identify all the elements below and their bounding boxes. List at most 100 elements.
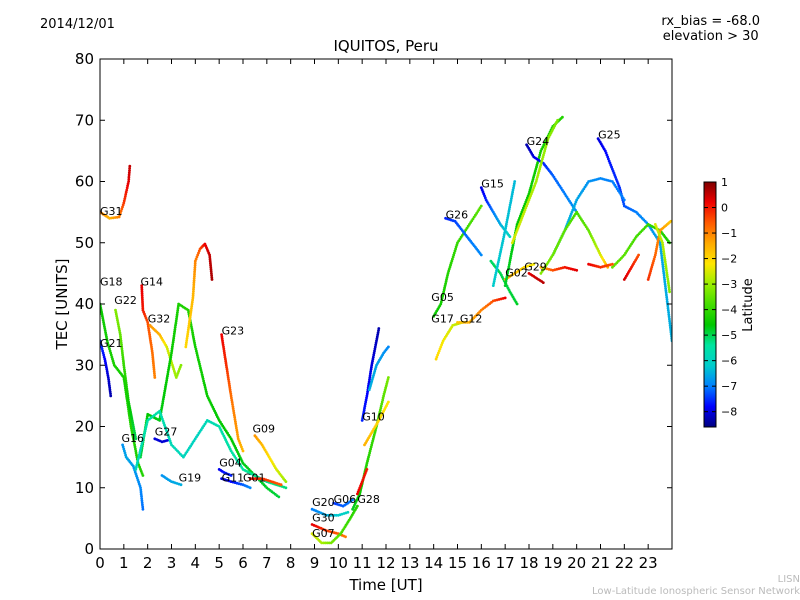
tec-point-g24b (536, 174, 540, 177)
tec-point-g28 (370, 443, 374, 447)
tec-point-g25h (668, 290, 671, 294)
tec-point-g14 (153, 372, 156, 375)
tec-point-g24b (531, 188, 535, 192)
tec-point-g06g (161, 400, 165, 403)
tec-point-g02g (535, 163, 539, 167)
tec-point-g31 (128, 169, 131, 173)
tec-point-g06g (173, 326, 177, 329)
tec-point-g16 (139, 488, 143, 492)
rx-bias-block: rx_bias = -68.0 elevation > 30 (661, 14, 760, 44)
tec-point-g02g (505, 273, 509, 277)
tec-point-g25g (655, 247, 658, 251)
tec-point-g18 (108, 347, 111, 351)
tec-point-g02g (534, 167, 538, 171)
x-tick-label: 13 (400, 554, 419, 572)
tec-point-g05 (451, 257, 454, 261)
tec-point-g23 (225, 367, 229, 371)
tec-point-g24b (518, 223, 521, 226)
tec-point-g15b (507, 212, 510, 215)
colorbar-tick-label: −2 (721, 253, 737, 266)
tec-point-g01 (254, 477, 258, 480)
tec-point-g06g (201, 377, 205, 381)
satellite-label-g10: G10 (362, 410, 385, 423)
tec-point-g05a (192, 283, 196, 287)
tec-point-g10b (387, 345, 390, 349)
tec-point-g18 (111, 357, 114, 361)
tec-point-g21 (103, 357, 107, 361)
tec-point-g02g (506, 269, 510, 273)
tec-point-g10 (362, 412, 365, 416)
tec-point-g21 (109, 394, 113, 398)
tec-point-g06g (171, 345, 174, 348)
tec-point-g14 (141, 304, 145, 308)
tec-point-g25h (663, 256, 666, 260)
tec-point-g28 (372, 433, 376, 437)
tec-point-g25h (662, 247, 665, 251)
satellite-label-g18: G18 (100, 276, 123, 289)
tec-point-g05 (445, 276, 449, 279)
tec-point-g25 (668, 321, 672, 325)
tec-point-g14 (141, 306, 145, 310)
tec-point-g12 (464, 321, 467, 324)
tec-point-g18 (141, 474, 145, 477)
tec-point-g21 (106, 372, 109, 375)
tec-point-g05a (186, 334, 189, 338)
tec-point-g10 (375, 339, 378, 343)
tec-point-g02g (528, 188, 532, 192)
tec-point-g28 (377, 412, 381, 416)
tec-point-g22 (122, 363, 126, 367)
tec-point-g15b (504, 227, 507, 230)
tec-point-g13c (142, 436, 145, 439)
tec-point-g14 (141, 308, 145, 312)
tec-point-g02g (509, 256, 512, 260)
tec-point-g16 (140, 499, 144, 502)
tec-point-g05a (190, 302, 194, 306)
tec-point-g13c (135, 461, 139, 465)
tec-point-g25h (663, 258, 667, 262)
tec-point-g02g (527, 192, 531, 196)
tec-point-g23 (236, 435, 240, 438)
tec-point-g28 (366, 457, 370, 461)
tec-point-g18 (131, 435, 135, 439)
satellite-label-g32: G32 (148, 312, 171, 325)
tec-point-g20 (331, 513, 334, 517)
tec-point-g23 (238, 441, 242, 445)
tec-point-g22 (134, 435, 137, 439)
tec-point-g25g (654, 251, 658, 255)
tec-point-g06g (199, 368, 203, 372)
tec-point-g18 (100, 308, 103, 312)
tec-point-g31 (127, 177, 131, 181)
tec-point-g10 (370, 363, 374, 367)
colorbar-tick-label: −7 (721, 380, 737, 393)
tec-point-g25 (669, 326, 672, 330)
tec-point-g18 (128, 416, 132, 420)
x-tick-label: 10 (329, 554, 348, 572)
tec-point-g10 (376, 331, 380, 334)
tec-point-g01 (279, 483, 283, 487)
tec-point-g02g (506, 271, 509, 275)
tec-point-g11 (248, 486, 252, 490)
satellite-label-g07: G07 (312, 527, 335, 540)
tec-point-g06g (172, 332, 176, 336)
tec-point-g25 (614, 176, 617, 179)
tec-point-g10r (360, 482, 363, 486)
tec-point-g05 (443, 286, 446, 290)
tec-point-g31 (126, 184, 129, 188)
tec-point-g15b (513, 180, 517, 183)
tec-point-g15 (508, 235, 512, 239)
tec-point-g02g (529, 184, 533, 188)
tec-point-g25 (662, 271, 666, 275)
tec-point-g06g (160, 404, 164, 407)
x-tick-label: 2 (143, 554, 153, 572)
tec-point-g22 (119, 337, 123, 341)
colorbar-tick-label: −4 (721, 304, 737, 317)
tec-point-g18 (100, 312, 104, 316)
tec-point-g23 (234, 422, 238, 426)
tec-point-g14 (148, 337, 152, 341)
tec-point-g25h (657, 231, 660, 234)
tec-point-g23 (230, 400, 234, 404)
tec-point-g02g (561, 115, 564, 119)
tec-point-g15b (510, 195, 514, 198)
tec-point-g25 (664, 284, 667, 288)
